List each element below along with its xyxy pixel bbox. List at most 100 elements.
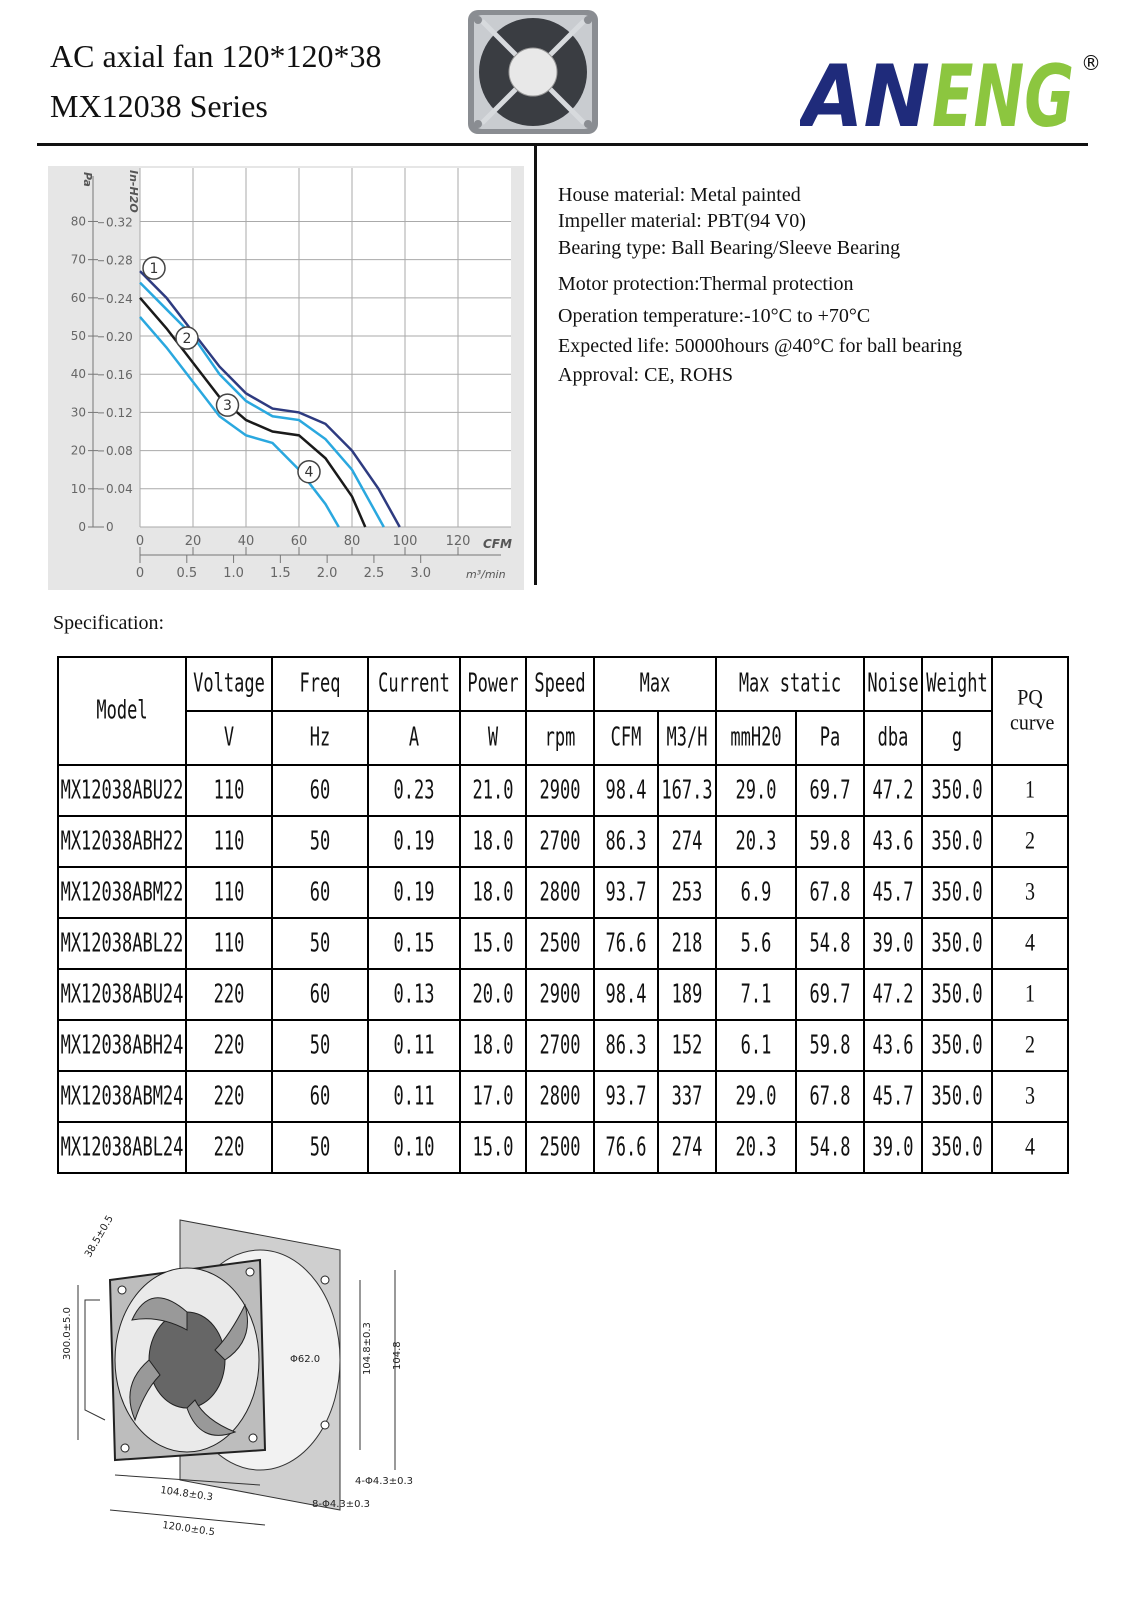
table-cell: 274 [657, 815, 717, 868]
table-cell: 67.8 [795, 866, 865, 919]
table-cell: rpm [525, 710, 595, 766]
cell-text: 21.0 [472, 775, 514, 806]
y2-tick-label: 0.24 [106, 292, 133, 306]
table-row: MX12038ABM24 220 60 0.11 17.0 2800 93.7 337 29.0… [57, 1070, 1069, 1123]
table-cell: Max [593, 656, 717, 712]
dimension-label: 104.8±0.3 [160, 1485, 214, 1503]
table-cell: 43.6 [863, 1019, 923, 1072]
feature-line: Operation temperature:-10°C to +70°C [558, 305, 871, 327]
cell-text: V [223, 723, 235, 753]
cell-text: 274 [671, 826, 703, 857]
table-cell: 110 [185, 764, 273, 817]
cell-text: 2 [1025, 1031, 1035, 1059]
table-cell: 0.13 [367, 968, 461, 1021]
table-cell: 43.6 [863, 815, 923, 868]
table-cell: 20.3 [715, 815, 797, 868]
y2-tick-label: 0.08 [106, 444, 133, 458]
cell-text: Pa [819, 723, 841, 753]
table-cell: 1 [991, 968, 1069, 1021]
table-row: MX12038ABL22 110 50 0.15 15.0 2500 76.6 218 5.6 5… [57, 917, 1069, 970]
cell-text: 110 [213, 877, 245, 908]
curve-badge [175, 326, 199, 350]
cell-text: 43.6 [872, 1030, 914, 1061]
table-cell: 93.7 [593, 1070, 659, 1123]
fan-photo [468, 10, 598, 134]
cell-text: PQ curve [1010, 685, 1055, 736]
cell-text: 1 [1025, 980, 1035, 1008]
table-cell: 110 [185, 917, 273, 970]
cell-text: MX12038ABH22 [60, 826, 184, 857]
cell-text: 76.6 [605, 1132, 647, 1163]
cell-text: 2800 [539, 877, 581, 908]
cell-text: 67.8 [809, 1081, 851, 1112]
table-cell: 18.0 [459, 1019, 527, 1072]
logo: AN ENG ® [800, 48, 1100, 138]
cell-text: 253 [671, 877, 703, 908]
table-cell: 274 [657, 1121, 717, 1174]
table-cell: 152 [657, 1019, 717, 1072]
cell-text: 274 [671, 1132, 703, 1163]
cell-text: 47.2 [872, 775, 914, 806]
cell-text: 220 [213, 1081, 245, 1112]
dimension-label: 300.0±5.0 [62, 1307, 73, 1360]
cell-text: 6.9 [740, 877, 772, 908]
cell-text: Freq [299, 669, 341, 699]
cell-text: 43.6 [872, 826, 914, 857]
table-cell: 2 [991, 1019, 1069, 1072]
cell-text: 350.0 [931, 775, 983, 806]
cell-text: 20.3 [735, 826, 777, 857]
cell-text: MX12038ABL24 [60, 1132, 184, 1163]
x2-tick-label: 3.0 [410, 566, 431, 581]
table-cell: MX12038ABH22 [57, 815, 187, 868]
table-cell: 6.9 [715, 866, 797, 919]
table-row: MX12038ABH24 220 50 0.11 18.0 2700 86.3 152 6.1 5… [57, 1019, 1069, 1072]
table-cell: 189 [657, 968, 717, 1021]
cell-text: 0.10 [393, 1132, 435, 1163]
cell-text: Hz [309, 723, 331, 753]
table-cell: 350.0 [921, 917, 993, 970]
table-cell: 20.3 [715, 1121, 797, 1174]
curve-badge [297, 459, 321, 484]
cell-text: 220 [213, 979, 245, 1010]
cell-text: 350.0 [931, 979, 983, 1010]
table-cell: Current [367, 656, 461, 712]
table-cell: 5.6 [715, 917, 797, 970]
table-cell: 69.7 [795, 764, 865, 817]
table-row: MX12038ABM22 110 60 0.19 18.0 2800 93.7 253 6.9 6… [57, 866, 1069, 919]
cell-text: 76.6 [605, 928, 647, 959]
feature-line: Bearing type: Ball Bearing/Sleeve Bearin… [558, 237, 901, 259]
curve-badge [215, 393, 240, 417]
feature-line: Approval: CE, ROHS [558, 364, 733, 386]
cell-text: 39.0 [872, 928, 914, 959]
table-cell: 2900 [525, 764, 595, 817]
table-cell: 86.3 [593, 815, 659, 868]
y-axis-label: Pa [81, 172, 94, 187]
cell-text: 110 [213, 775, 245, 806]
table-cell: 76.6 [593, 917, 659, 970]
cell-text: MX12038ABU24 [60, 979, 184, 1010]
feature-line: Motor protection:Thermal protection [558, 273, 854, 295]
cell-text: 2500 [539, 928, 581, 959]
table-cell: V [185, 710, 273, 766]
table-cell: 3 [991, 866, 1069, 919]
y2-tick-label: 0 [106, 520, 114, 534]
table-cell: 110 [185, 866, 273, 919]
table-cell: Power [459, 656, 527, 712]
cell-text: Model [96, 696, 148, 726]
cell-text: 350.0 [931, 928, 983, 959]
cell-text: 29.0 [735, 775, 777, 806]
table-cell: Weight [921, 656, 993, 712]
cell-text: 17.0 [472, 1081, 514, 1112]
cell-text: 350.0 [931, 1132, 983, 1163]
table-cell: 60 [271, 866, 369, 919]
table-cell: PQ curve [991, 656, 1069, 766]
table-cell: 253 [657, 866, 717, 919]
cell-text: 69.7 [809, 775, 851, 806]
cell-text: 7.1 [740, 979, 772, 1010]
table-cell: 0.19 [367, 866, 461, 919]
y2-tick-label: 0.04 [106, 482, 133, 496]
cell-text: 350.0 [931, 1081, 983, 1112]
table-cell: 0.10 [367, 1121, 461, 1174]
x-tick-label: 0 [136, 534, 144, 549]
